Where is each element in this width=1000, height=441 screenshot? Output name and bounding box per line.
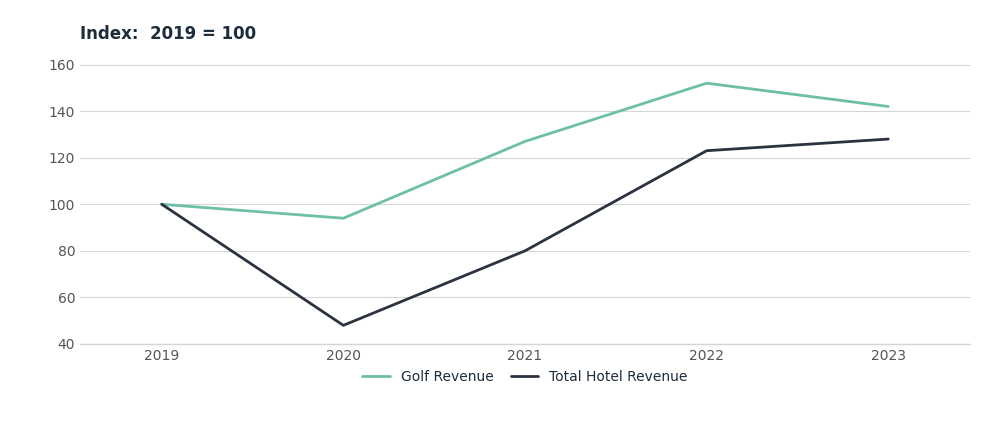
- Total Hotel Revenue: [701, 148, 713, 153]
- Golf Revenue: [701, 81, 713, 86]
- Legend: Golf Revenue, Total Hotel Revenue: Golf Revenue, Total Hotel Revenue: [357, 364, 693, 389]
- Total Hotel Revenue: [519, 248, 531, 254]
- Golf Revenue: [519, 139, 531, 144]
- Total Hotel Revenue: [156, 202, 168, 207]
- Line: Total Hotel Revenue: Total Hotel Revenue: [162, 139, 888, 325]
- Text: Index:  2019 = 100: Index: 2019 = 100: [80, 25, 256, 43]
- Golf Revenue: [882, 104, 894, 109]
- Golf Revenue: [337, 216, 349, 221]
- Line: Golf Revenue: Golf Revenue: [162, 83, 888, 218]
- Golf Revenue: [156, 202, 168, 207]
- Total Hotel Revenue: [882, 136, 894, 142]
- Total Hotel Revenue: [337, 323, 349, 328]
